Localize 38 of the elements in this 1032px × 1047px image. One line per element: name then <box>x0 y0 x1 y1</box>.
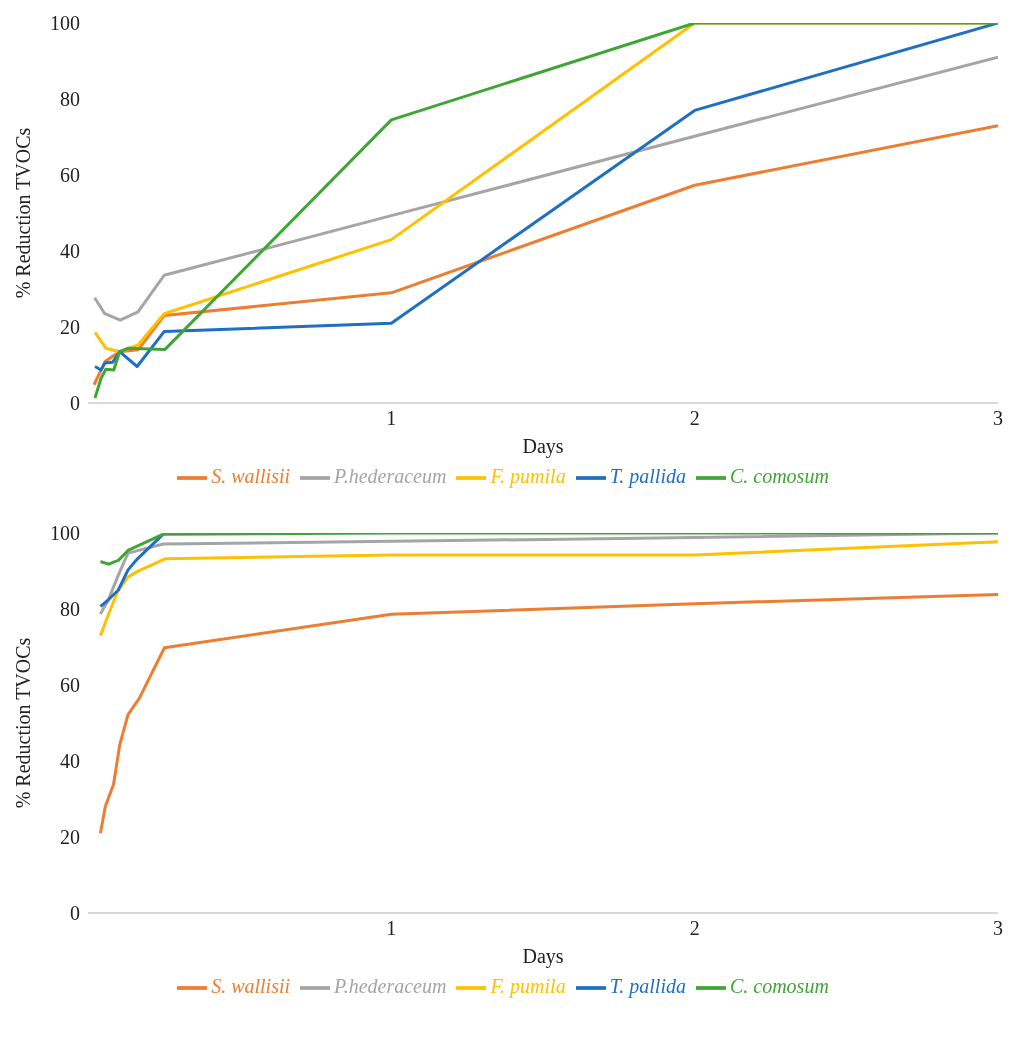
line-series <box>98 593 998 835</box>
y-tick-label: 80 <box>60 598 80 621</box>
x-tick-label: 1 <box>386 407 397 430</box>
x-tick-label: 3 <box>993 407 1003 430</box>
y-axis-title: % Reduction TVOCs <box>12 127 35 299</box>
y-tick-label: 0 <box>70 902 80 925</box>
y-tick-label: 60 <box>60 674 80 697</box>
line-series <box>93 55 998 322</box>
x-tick-label: 2 <box>689 917 700 940</box>
x-tick-label: 3 <box>993 917 1003 940</box>
x-axis-title: Days <box>522 435 564 458</box>
legend-label: F. pumila <box>490 974 566 997</box>
y-tick-label: 0 <box>70 392 80 415</box>
legend-label: C. comosum <box>729 974 829 997</box>
legend-label: T. pallida <box>609 974 686 997</box>
x-axis-title: Days <box>522 945 564 968</box>
legend-label: P.hederaceum <box>334 464 447 487</box>
y-tick-label: 20 <box>60 316 80 339</box>
x-tick-label: 2 <box>689 407 700 430</box>
line-series <box>98 533 998 566</box>
y-tick-label: 40 <box>60 240 80 263</box>
legend-label: S. wallisii <box>211 974 291 997</box>
legend-label: S. wallisii <box>211 464 291 487</box>
y-tick-label: 100 <box>50 522 80 545</box>
y-tick-label: 80 <box>60 88 80 111</box>
line-series <box>98 540 998 638</box>
y-tick-label: 20 <box>60 826 80 849</box>
y-axis-title: % Reduction TVOCs <box>12 637 35 809</box>
legend-label: P.hederaceum <box>334 974 447 997</box>
y-tick-label: 100 <box>50 12 80 35</box>
legend-label: F. pumila <box>490 464 566 487</box>
line-series <box>98 533 165 608</box>
line-series <box>92 124 998 387</box>
legend-label: C. comosum <box>729 464 829 487</box>
y-tick-label: 60 <box>60 164 80 187</box>
legend-label: T. pallida <box>609 464 686 487</box>
x-tick-label: 1 <box>386 917 397 940</box>
y-tick-label: 40 <box>60 750 80 773</box>
